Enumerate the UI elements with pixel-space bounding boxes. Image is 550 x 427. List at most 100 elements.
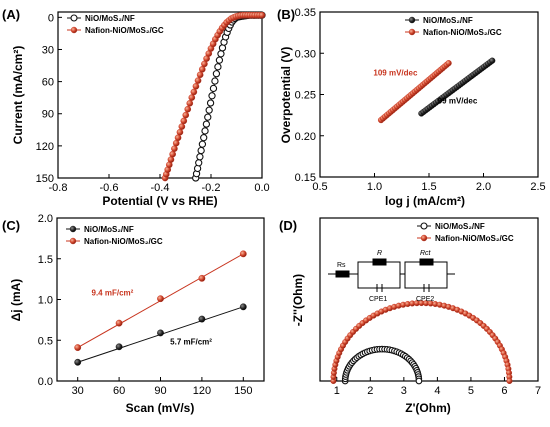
panel-a-point: [171, 145, 178, 152]
panel-b-ytick-label: 0.30: [295, 48, 316, 60]
panel-b-xlabel: log j (mA/cm²): [385, 194, 465, 208]
circuit-resistor-rs: [335, 270, 350, 278]
panel-c-point: [74, 344, 82, 351]
panel-d-point: [506, 378, 513, 385]
panel-a-point: [178, 123, 186, 130]
panel-a-point: [190, 88, 198, 96]
panel-a-point: [214, 63, 222, 71]
panel-d-legend-label: NiO/MoS₂/NF: [435, 222, 485, 231]
circuit-resistor-rct: [419, 258, 434, 266]
panel-d-xtick-label: 4: [434, 385, 440, 397]
panel-a-ylabel: Current (mA/cm²): [11, 46, 25, 145]
panel-a-legend-label: NiO/MoS₂/NF: [85, 14, 135, 23]
panel-c-xtick-label: 150: [234, 385, 252, 397]
panel-a-ytick-label: 60: [42, 77, 54, 89]
panel-a-point: [211, 77, 219, 85]
panel-label-a: (A): [2, 7, 20, 22]
circuit-block-2: [404, 261, 448, 289]
panel-c-xtick-label: 90: [154, 385, 166, 397]
panel-b-point: [445, 60, 452, 67]
panel-a-legend-label: Nafion-NiO/MoS₂/GC: [85, 26, 164, 35]
panel-a-ytick-label: 120: [36, 141, 54, 153]
panel-a-point: [193, 164, 202, 173]
panel-a-ytick-label: 90: [42, 109, 54, 121]
panel-b-xtick-label: 1.5: [421, 181, 436, 193]
panel-a-ytick-label: 150: [36, 173, 54, 185]
panel-b-ytick-label: 0.25: [295, 90, 316, 102]
panel-d-legend-marker: [420, 234, 428, 242]
panel-c-ytick-label: 2.0: [38, 213, 53, 225]
panel-c-xtick-label: 30: [72, 385, 84, 397]
panel-a-xtick-label: -0.8: [49, 182, 68, 194]
panel-a-point: [217, 50, 225, 58]
panel-a-point: [215, 56, 224, 64]
panel-c-ytick-label: 0.0: [38, 376, 53, 388]
panel-c: 5.7 mF/cm² 9.4 mF/cm² NiO/MoS₂/NF Nafion-Ni…: [9, 213, 265, 415]
panel-c-point: [115, 319, 123, 327]
panel-a-point: [205, 106, 213, 114]
circuit-label-cpe2: CPE2: [416, 296, 434, 303]
panel-a-point: [176, 128, 184, 136]
panel-a-ytick-label: 30: [42, 44, 54, 56]
panel-a-point: [184, 105, 192, 113]
equivalent-circuit: [328, 258, 455, 292]
panel-c-slope-label: 9.4 mF/cm²: [92, 288, 134, 297]
panel-a-point: [186, 100, 194, 107]
panel-a-point: [197, 146, 205, 155]
panel-b-slope-label: 109 mV/dec: [373, 69, 418, 78]
panel-d: NiO/MoS₂/NF Nafion-NiO/MoS₂/GC 1 2 3 4 5 6 7 Z'…: [291, 217, 541, 415]
circuit-label-cpe1: CPE1: [369, 296, 387, 303]
panel-a-legend-marker: [70, 14, 78, 22]
panel-c-point: [157, 329, 164, 337]
panel-c-point: [115, 343, 123, 351]
panel-d-xtick-label: 1: [334, 385, 340, 397]
panel-c-ytick-label: 0.5: [38, 335, 53, 347]
panel-d-xtick-label: 6: [501, 385, 507, 397]
panel-a-point: [198, 140, 207, 148]
panel-a-xtick-label: -0.4: [151, 182, 170, 194]
panel-a-point: [174, 134, 182, 142]
panel-a-point: [258, 11, 266, 19]
panel-d-legend-label: Nafion-NiO/MoS₂/GC: [435, 234, 514, 243]
panel-b-point: [489, 57, 496, 64]
panel-c-point: [157, 295, 164, 303]
circuit-resistor-r: [372, 258, 387, 266]
panel-c-legend-marker: [69, 225, 77, 233]
panel-b-ylabel: Overpotential (V): [279, 47, 293, 144]
panel-d-series-line: [344, 348, 420, 382]
panel-b-legend-label: Nafion-NiO/MoS₂/GC: [423, 28, 502, 37]
panel-c-xtick-label: 120: [193, 385, 211, 397]
panel-a-point: [202, 120, 211, 128]
panel-c-slope-label: 5.7 mF/cm²: [170, 337, 212, 346]
panel-a-point: [208, 92, 216, 100]
panel-c-ytick-label: 1.0: [38, 295, 53, 307]
panel-label-b: (B): [277, 7, 295, 22]
panel-b-legend-label: NiO/MoS₂/NF: [423, 16, 473, 25]
panel-d-xtick-label: 5: [468, 385, 474, 397]
panel-c-legend-label: NiO/MoS₂/NF: [84, 225, 134, 234]
panel-c-point: [74, 358, 82, 366]
panel-a-point: [200, 134, 208, 142]
panel-a-point: [180, 117, 188, 125]
panel-a-xtick-label: -0.6: [100, 182, 119, 194]
panel-a-point: [206, 99, 215, 107]
panel-a-legend-marker: [70, 26, 78, 34]
panel-a-point: [194, 77, 202, 84]
panel-a-xlabel: Potential (V vs RHE): [102, 194, 217, 208]
panel-c-legend-label: Nafion-NiO/MoS₂/GC: [84, 237, 163, 246]
panel-a-point: [196, 71, 204, 79]
panel-b-xtick-label: 2.5: [530, 181, 545, 193]
panel-a-series-line: [195, 14, 262, 179]
panel-d-ylabel: -Z''(Ohm): [291, 274, 305, 326]
panel-d-legend-marker: [420, 222, 428, 230]
panel-b-xtick-label: 2.0: [476, 181, 491, 193]
panel-c-ylabel: Δj (mA): [9, 279, 23, 322]
panel-d-series-line: [333, 302, 510, 382]
circuit-block-1: [357, 261, 401, 289]
panel-a-point: [201, 127, 209, 135]
panel-b-xtick-label: 1.0: [367, 181, 382, 193]
circuit-label-rct: Rct: [420, 250, 432, 257]
panel-b-ytick-label: 0.20: [295, 131, 316, 143]
circuit-label-rs: Rs: [337, 262, 346, 269]
